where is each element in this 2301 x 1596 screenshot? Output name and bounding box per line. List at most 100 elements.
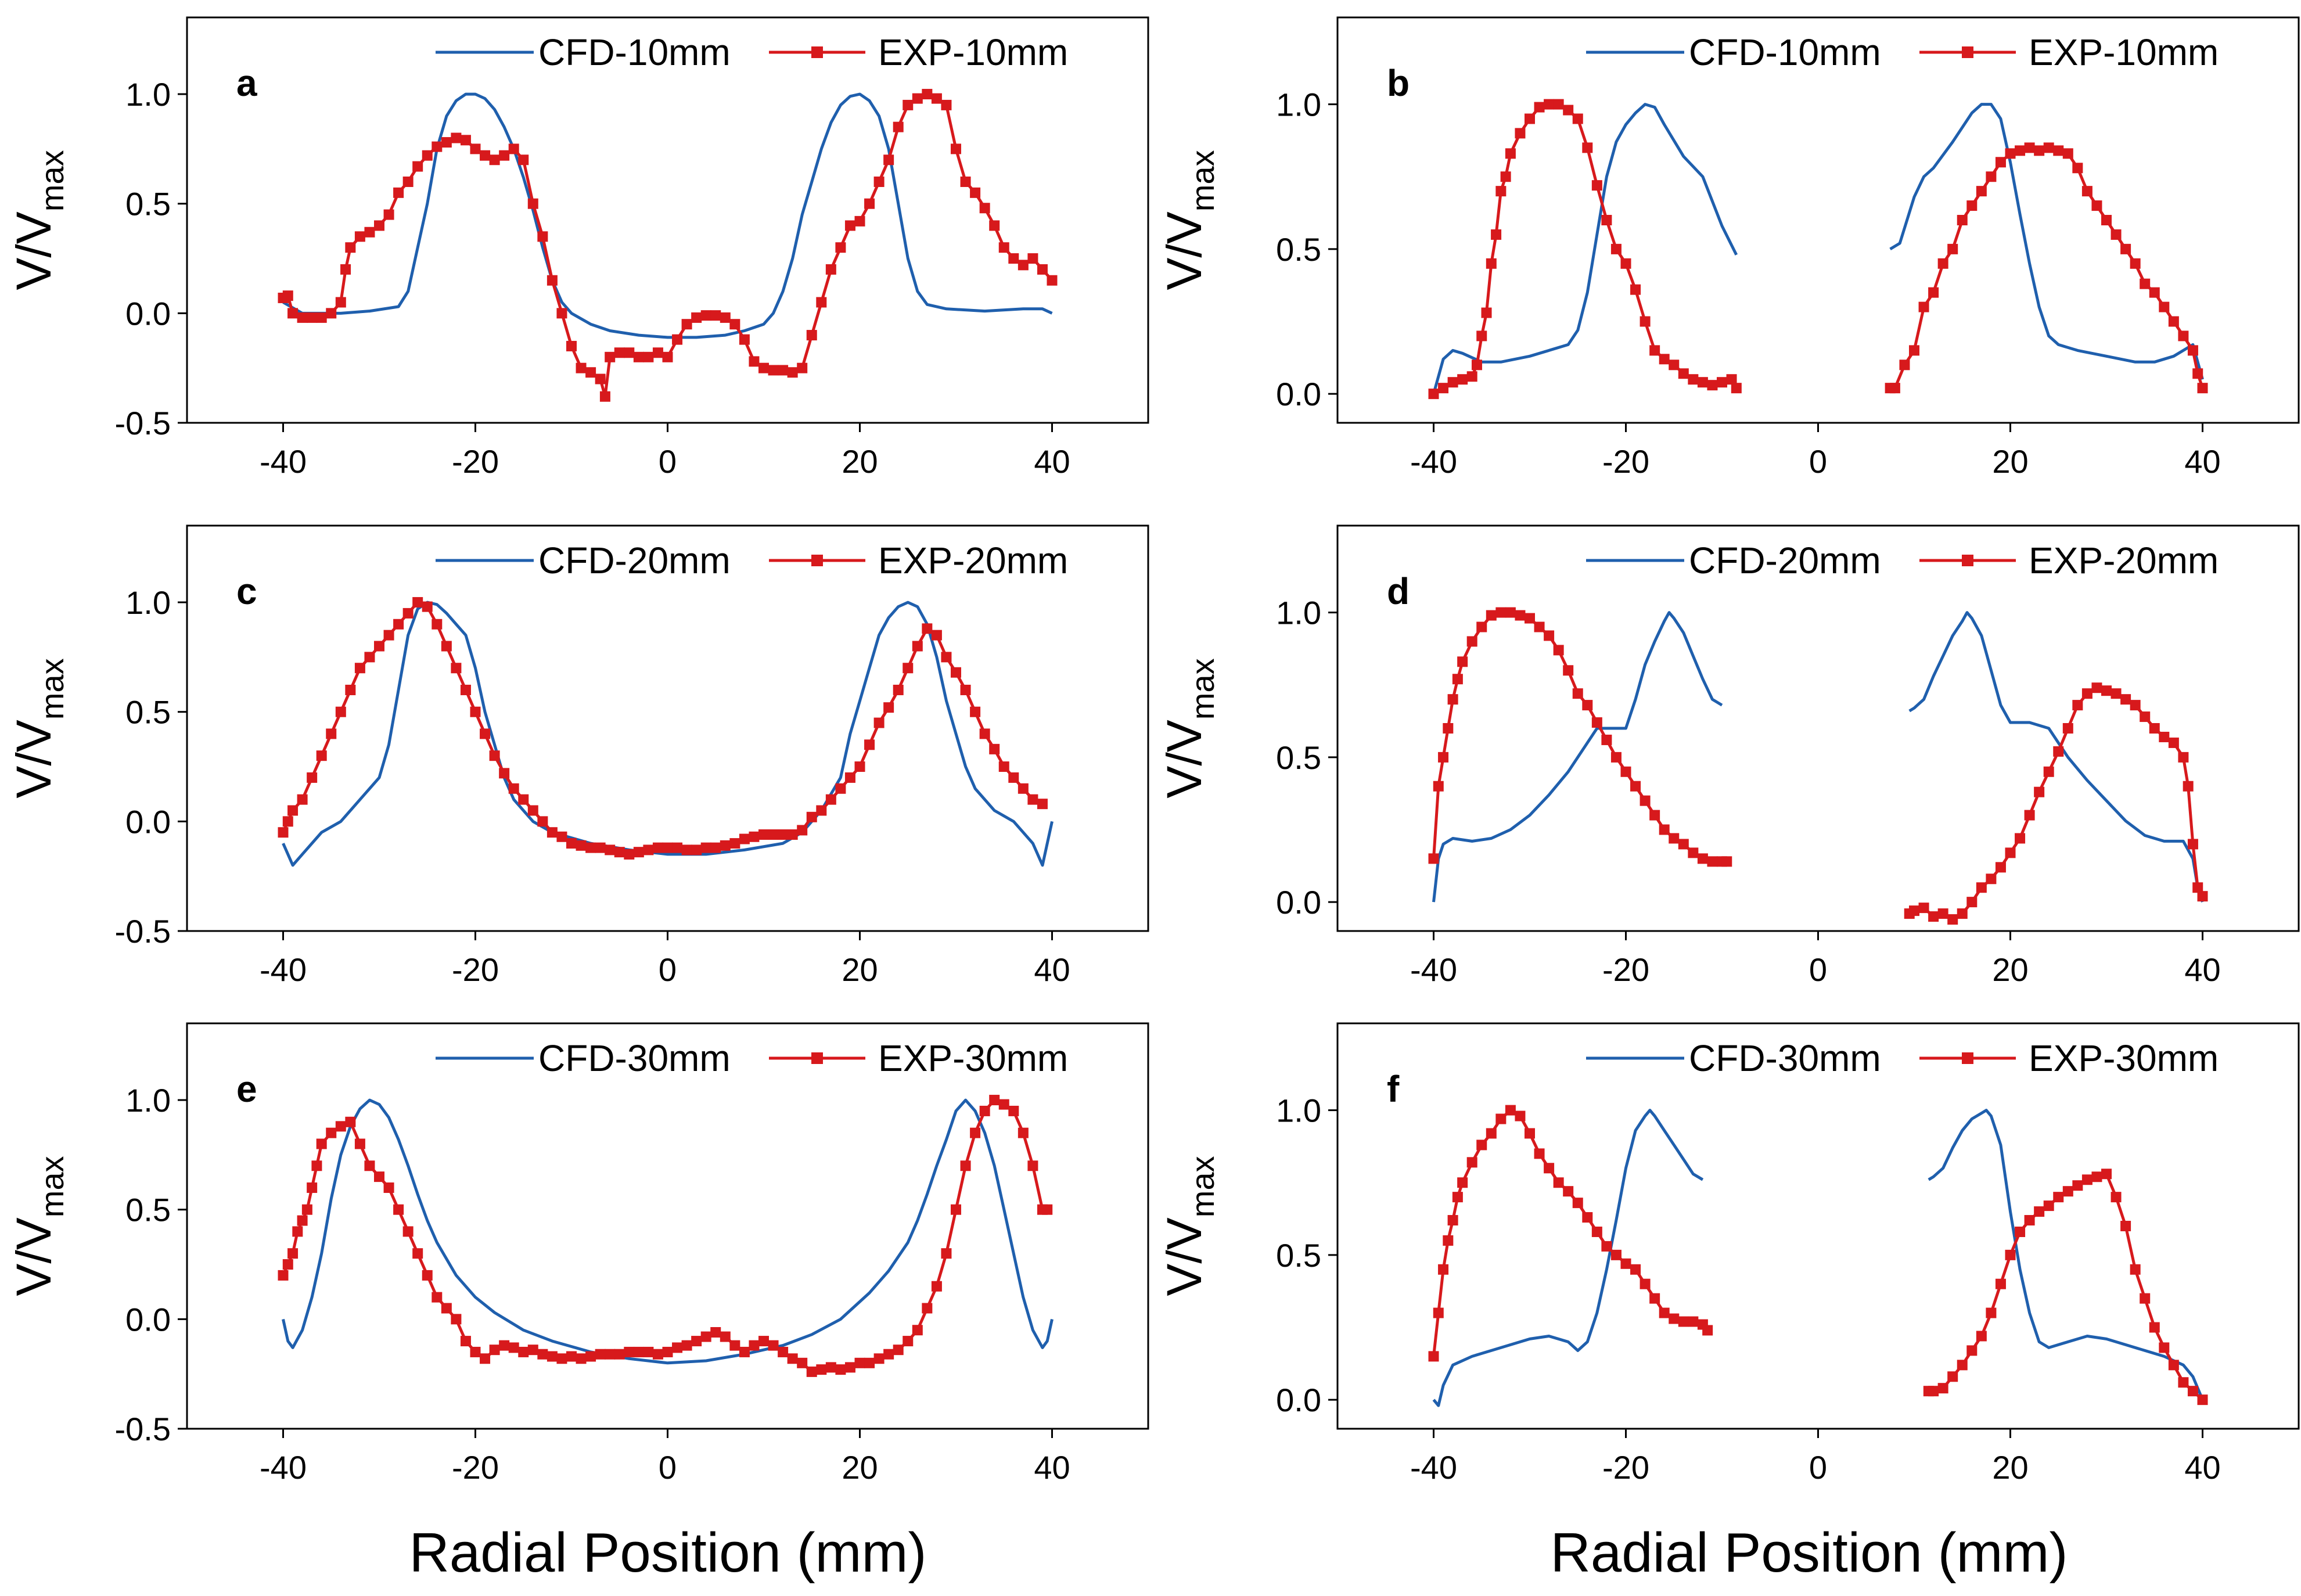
series-CFD-30mm xyxy=(1432,1109,2204,1407)
y-tick-label: 1.0 xyxy=(125,76,171,113)
legend-label-cfd: CFD-30mm xyxy=(1689,1037,1881,1079)
data-point-marker xyxy=(1428,1351,1439,1362)
x-tick-label: 20 xyxy=(842,443,878,480)
data-point-marker xyxy=(1457,374,1468,385)
data-point-marker xyxy=(998,1099,1009,1110)
data-point-marker xyxy=(1707,380,1718,391)
data-point-marker xyxy=(2072,163,2083,174)
data-point-marker xyxy=(2101,1169,2112,1180)
data-point-marker xyxy=(883,1349,894,1360)
panel-letter: c xyxy=(236,570,257,612)
data-point-marker xyxy=(2168,316,2179,327)
data-point-marker xyxy=(508,783,519,794)
y-axis-title-subscript: max xyxy=(1184,1156,1221,1217)
data-point-marker xyxy=(758,362,769,373)
data-point-marker xyxy=(970,1127,981,1138)
data-point-marker xyxy=(729,838,740,849)
x-tick-label: -20 xyxy=(452,1449,499,1486)
data-point-marker xyxy=(316,1138,327,1149)
data-point-marker xyxy=(893,121,904,132)
data-point-marker xyxy=(1957,908,1968,919)
data-point-marker xyxy=(470,1346,481,1357)
data-point-marker xyxy=(287,308,299,319)
data-point-marker xyxy=(2034,786,2045,797)
data-point-marker xyxy=(681,1340,692,1351)
data-point-marker xyxy=(412,597,423,608)
panel-d: -40 -20 0 20 40 0.0 0.5 1.0 V/Vmax d CFD-20mm EXP-2… xyxy=(1157,524,2300,988)
data-point-marker xyxy=(1525,613,1535,624)
legend-label-exp: EXP-30mm xyxy=(878,1037,1068,1079)
y-tick-label: 1.0 xyxy=(125,1082,171,1119)
data-point-marker xyxy=(422,601,433,612)
data-point-marker xyxy=(1534,1148,1545,1159)
data-point-marker xyxy=(402,608,414,619)
data-point-marker xyxy=(576,362,587,373)
data-point-marker xyxy=(854,1357,865,1368)
x-tick-label: 0 xyxy=(1809,1449,1827,1486)
data-point-marker xyxy=(1909,905,1919,916)
data-point-marker xyxy=(374,1171,384,1182)
data-point-marker xyxy=(460,1336,471,1347)
data-point-marker xyxy=(297,312,308,323)
data-point-marker xyxy=(720,840,731,851)
data-point-marker xyxy=(307,772,318,783)
data-point-marker xyxy=(720,312,731,323)
data-point-marker xyxy=(662,1346,673,1357)
x-tick-label: 20 xyxy=(842,951,878,988)
data-point-marker xyxy=(1986,1307,1997,1318)
data-point-marker xyxy=(1649,810,1660,821)
data-point-marker xyxy=(451,132,462,143)
data-point-marker xyxy=(1601,1241,1612,1252)
data-point-marker xyxy=(2187,1386,2198,1397)
y-tick-label: 1.0 xyxy=(1276,1092,1321,1129)
data-point-marker xyxy=(2183,781,2194,792)
series-CFD-20mm xyxy=(282,601,1054,867)
data-point-marker xyxy=(1486,610,1497,621)
y-tick-label: 1.0 xyxy=(1276,87,1321,123)
x-tick-label: 40 xyxy=(1034,443,1070,480)
data-point-marker xyxy=(2140,278,2151,289)
data-point-marker xyxy=(778,365,789,376)
data-point-marker xyxy=(595,373,606,384)
panel-letter: e xyxy=(236,1068,257,1110)
data-point-marker xyxy=(422,1270,433,1281)
data-point-marker xyxy=(903,99,914,110)
data-point-marker xyxy=(1476,330,1487,342)
data-point-marker xyxy=(2168,1360,2179,1371)
y-tick-label: 0.0 xyxy=(125,803,171,840)
data-point-marker xyxy=(547,1351,558,1362)
data-point-marker xyxy=(2005,847,2016,858)
data-point-marker xyxy=(797,825,808,836)
y-axis-title-subscript: max xyxy=(1184,658,1221,720)
data-point-marker xyxy=(614,1349,625,1360)
legend-label-exp: EXP-10mm xyxy=(2029,31,2219,73)
data-point-marker xyxy=(301,1204,312,1215)
data-point-marker xyxy=(1909,345,1919,356)
data-point-marker xyxy=(652,347,663,358)
data-point-marker xyxy=(1433,1307,1444,1318)
series-EXP-30mm xyxy=(1428,1105,2208,1406)
data-point-marker xyxy=(835,783,846,794)
data-point-marker xyxy=(1008,1105,1019,1116)
y-tick-label: 0.0 xyxy=(1276,884,1321,921)
data-point-marker xyxy=(2024,810,2035,821)
data-point-marker xyxy=(585,842,596,853)
data-point-marker xyxy=(1678,1316,1689,1327)
data-point-marker xyxy=(1027,1160,1038,1171)
data-point-marker xyxy=(1591,717,1602,728)
data-point-marker xyxy=(1027,253,1038,264)
data-point-marker xyxy=(1572,688,1583,699)
data-point-marker xyxy=(922,89,933,100)
data-point-marker xyxy=(1995,1278,2006,1289)
data-point-marker xyxy=(1669,1313,1680,1324)
data-point-marker xyxy=(2120,694,2131,705)
data-point-marker xyxy=(566,340,577,351)
data-point-marker xyxy=(1443,723,1454,734)
data-point-marker xyxy=(1534,102,1545,113)
data-point-marker xyxy=(2159,1342,2170,1353)
x-tick-label: 20 xyxy=(1992,1449,2028,1486)
data-point-marker xyxy=(797,1357,808,1368)
data-point-marker xyxy=(893,1345,904,1356)
data-point-marker xyxy=(441,137,452,148)
